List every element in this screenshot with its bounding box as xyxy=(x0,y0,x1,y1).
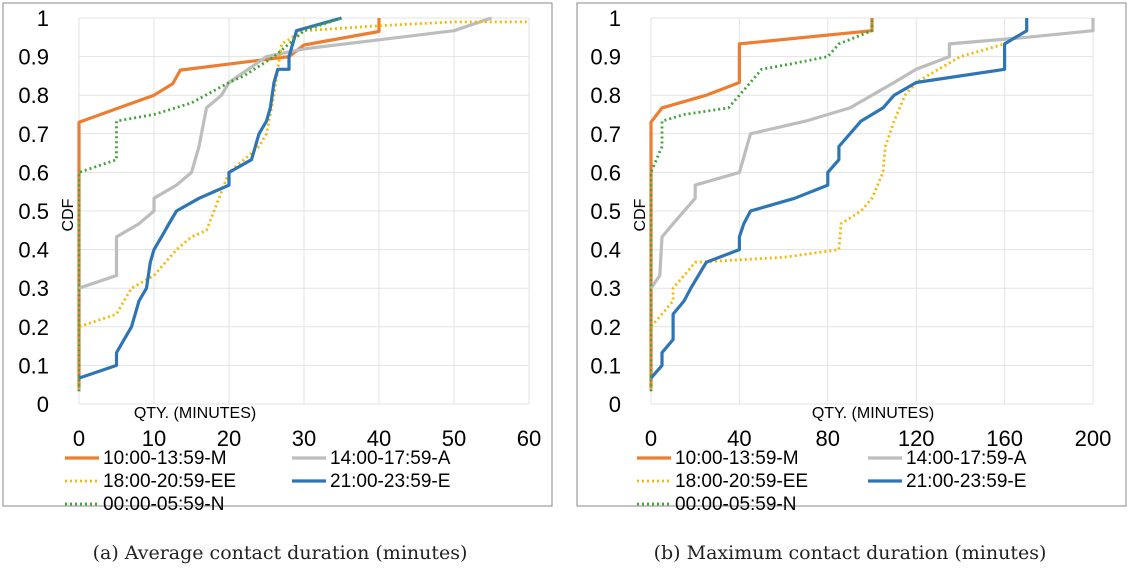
series-line xyxy=(78,16,493,290)
chart-frame xyxy=(576,2,1127,507)
chart-panel-b: 0 0.1 0.2 0.3 0.4 0.5 0.6 0.7 0.8 0.9 1 0 40 80 120 16… xyxy=(576,2,1127,515)
x-tick-labels: 0 40 80 120 160 200 xyxy=(645,426,1111,451)
y-tick-label: 0.4 xyxy=(18,238,49,263)
y-tick-label: 0.7 xyxy=(18,122,49,147)
series-line xyxy=(649,18,874,392)
y-tick-label: 1 xyxy=(37,6,49,31)
legend-label: 14:00-17:59-A xyxy=(906,448,1027,469)
legend-item: 18:00-20:59-EE xyxy=(637,471,808,492)
y-tick-label: 0.2 xyxy=(18,315,49,340)
series-lines xyxy=(77,16,529,392)
y-tick-label: 0.5 xyxy=(590,199,621,224)
legend-item: 21:00-23:59-E xyxy=(868,471,1026,492)
legend-item: 14:00-17:59-A xyxy=(292,448,451,469)
y-tick-label: 0.2 xyxy=(590,315,621,340)
series-lines xyxy=(649,18,1095,392)
x-tick-labels: 0 10 20 30 40 50 60 xyxy=(73,426,541,451)
y-tick-labels: 0 0.1 0.2 0.3 0.4 0.5 0.6 0.7 0.8 0.9 1 xyxy=(18,6,49,417)
y-axis-label: CDF xyxy=(632,198,649,231)
legend-item: 21:00-23:59-E xyxy=(292,471,450,492)
legend-label: 18:00-20:59-EE xyxy=(103,471,236,492)
x-tick-label: 120 xyxy=(898,426,935,451)
x-tick-label: 200 xyxy=(1075,426,1112,451)
legend: 10:00-13:59-M 14:00-17:59-A 18:00-20:59-EE… xyxy=(65,448,451,515)
y-tick-label: 0.5 xyxy=(18,199,49,224)
legend-label: 10:00-13:59-M xyxy=(675,448,799,469)
legend-label: 00:00-05:59-N xyxy=(675,494,796,515)
x-tick-label: 80 xyxy=(816,426,840,451)
legend-item: 18:00-20:59-EE xyxy=(65,471,236,492)
legend-label: 14:00-17:59-A xyxy=(330,448,451,469)
x-axis-label: QTY. (MINUTES) xyxy=(134,405,256,422)
legend-item: 00:00-05:59-N xyxy=(65,494,224,515)
chart-frame xyxy=(2,2,553,507)
y-tick-label: 0.7 xyxy=(590,122,621,147)
series-line xyxy=(77,16,342,392)
legend-item: 10:00-13:59-M xyxy=(65,448,227,469)
y-tick-label: 0.6 xyxy=(18,160,49,185)
legend-item: 14:00-17:59-A xyxy=(868,448,1027,469)
y-tick-label: 1 xyxy=(609,6,621,31)
y-tick-label: 0.1 xyxy=(18,353,49,378)
y-tick-label: 0.9 xyxy=(590,45,621,70)
x-tick-label: 40 xyxy=(367,426,391,451)
y-tick-label: 0.3 xyxy=(18,276,49,301)
x-tick-label: 20 xyxy=(217,426,241,451)
y-tick-label: 0.6 xyxy=(590,160,621,185)
caption-b: (b) Maximum contact duration (minutes) xyxy=(654,542,1047,564)
x-tick-label: 0 xyxy=(645,426,657,451)
y-tick-label: 0.4 xyxy=(590,238,621,263)
legend-label: 21:00-23:59-E xyxy=(330,471,450,492)
legend: 10:00-13:59-M 14:00-17:59-A 18:00-20:59-EE… xyxy=(637,448,1027,515)
y-tick-label: 0.9 xyxy=(18,45,49,70)
y-tick-label: 0 xyxy=(609,392,621,417)
series-line xyxy=(78,16,342,380)
caption-a: (a) Average contact duration (minutes) xyxy=(93,542,468,564)
legend-label: 21:00-23:59-E xyxy=(906,471,1026,492)
legend-item: 00:00-05:59-N xyxy=(637,494,796,515)
x-axis-label: QTY. (MINUTES) xyxy=(812,405,934,422)
series-line xyxy=(649,18,1029,380)
y-axis-label: CDF xyxy=(60,198,77,231)
chart-panel-a: 0 0.1 0.2 0.3 0.4 0.5 0.6 0.7 0.8 0.9 1 0 10 20 30 40 5… xyxy=(2,2,553,515)
y-tick-label: 0.8 xyxy=(590,83,621,108)
series-line xyxy=(649,18,1029,392)
y-tick-label: 0.8 xyxy=(18,83,49,108)
x-tick-label: 0 xyxy=(73,426,85,451)
x-tick-label: 60 xyxy=(517,426,541,451)
x-tick-label: 160 xyxy=(986,426,1023,451)
x-tick-label: 30 xyxy=(292,426,316,451)
series-line xyxy=(77,18,381,389)
legend-label: 10:00-13:59-M xyxy=(103,448,227,469)
legend-label: 18:00-20:59-EE xyxy=(675,471,808,492)
x-tick-label: 50 xyxy=(442,426,466,451)
legend-label: 00:00-05:59-N xyxy=(103,494,224,515)
y-tick-label: 0.3 xyxy=(590,276,621,301)
series-line xyxy=(649,18,1095,290)
y-tick-label: 0 xyxy=(37,392,49,417)
series-line xyxy=(649,18,874,389)
legend-item: 10:00-13:59-M xyxy=(637,448,799,469)
x-tick-label: 40 xyxy=(727,426,751,451)
y-tick-labels: 0 0.1 0.2 0.3 0.4 0.5 0.6 0.7 0.8 0.9 1 xyxy=(590,6,621,417)
x-tick-label: 10 xyxy=(142,426,166,451)
y-tick-label: 0.1 xyxy=(590,353,621,378)
